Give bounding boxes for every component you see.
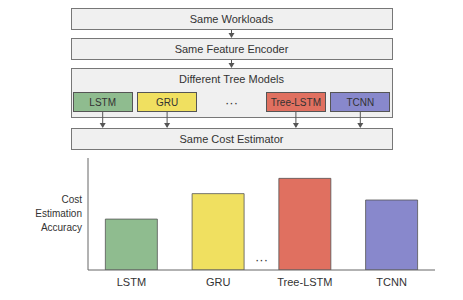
svg-text:TCNN: TCNN [376,276,407,288]
html-text:Different Tree Models: Different Tree Models [179,73,284,85]
html-text:Same Workloads: Same Workloads [189,13,274,25]
svg-text:Tree-LSTM: Tree-LSTM [277,276,332,288]
html-text:Cost Estimation Accuracy: Cost Estimation Accuracy [35,194,82,233]
html-text:Same Cost Estimator: Same Cost Estimator [179,133,284,145]
html-text:Tree-LSTM: Tree-LSTM [270,96,321,108]
html-text:GRU: GRU [156,96,179,108]
html-text:LSTM: LSTM [89,96,116,108]
svg-text:LSTM: LSTM [117,276,146,288]
svg-text:GRU: GRU [206,276,231,288]
html-text:TCNN: TCNN [346,96,375,108]
html-text:Same Feature Encoder: Same Feature Encoder [174,43,289,55]
